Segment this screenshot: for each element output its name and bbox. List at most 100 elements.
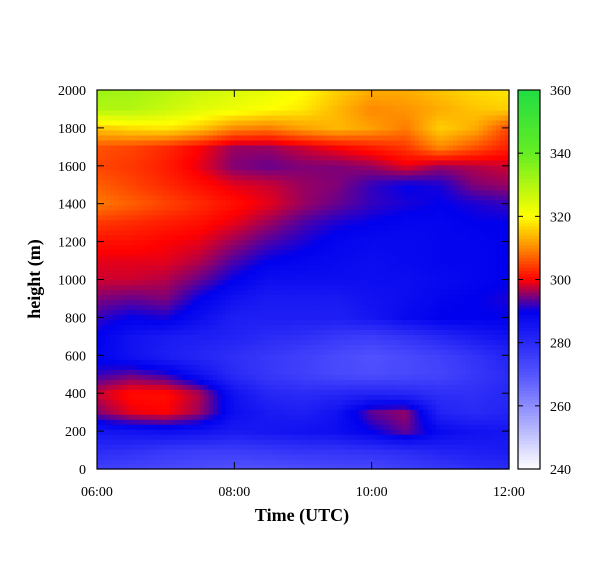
heatmap-cell: [127, 379, 132, 385]
heatmap-cell: [238, 464, 244, 470]
heatmap-cell: [487, 304, 493, 311]
heatmap-cell: [427, 379, 433, 385]
heatmap-cell: [105, 214, 111, 221]
heatmap-cell: [337, 334, 343, 340]
heatmap-cell: [431, 299, 437, 306]
heatmap-cell: [109, 404, 115, 410]
heatmap-cell: [496, 314, 502, 320]
heatmap-cell: [440, 404, 446, 410]
heatmap-cell: [363, 454, 368, 460]
heatmap-cell: [221, 459, 227, 465]
heatmap-cell: [157, 209, 162, 216]
heatmap-cell: [285, 344, 291, 350]
heatmap-cell: [97, 404, 102, 410]
heatmap-cell: [169, 384, 175, 390]
heatmap-cell: [448, 319, 454, 325]
heatmap-cell: [144, 219, 150, 226]
heatmap-cell: [251, 254, 257, 261]
heatmap-cell: [466, 409, 471, 415]
heatmap-cell: [388, 374, 394, 380]
heatmap-cell: [453, 289, 459, 296]
heatmap-cell: [418, 234, 424, 241]
heatmap-cell: [393, 284, 399, 291]
heatmap-cell: [474, 444, 480, 450]
heatmap-cell: [337, 254, 343, 261]
heatmap-cell: [191, 359, 197, 365]
heatmap-cell: [139, 209, 145, 216]
heatmap-cell: [221, 319, 227, 325]
heatmap-cell: [500, 434, 506, 440]
heatmap-cell: [285, 444, 291, 450]
heatmap-cell: [152, 334, 158, 340]
heatmap-cell: [333, 364, 338, 370]
heatmap-cell: [307, 434, 313, 440]
heatmap-cell: [105, 319, 111, 325]
heatmap-cell: [431, 424, 437, 430]
heatmap-cell: [247, 399, 253, 405]
heatmap-cell: [354, 384, 360, 390]
heatmap-cell: [423, 329, 429, 335]
heatmap-cell: [431, 264, 437, 271]
heatmap-cell: [260, 209, 265, 216]
heatmap-cell: [418, 259, 424, 266]
heatmap-cell: [418, 454, 424, 460]
heatmap-cell: [328, 464, 334, 470]
heatmap-cell: [448, 444, 454, 450]
heatmap-cell: [410, 329, 416, 335]
heatmap-cell: [427, 319, 433, 325]
heatmap-cell: [178, 374, 184, 380]
heatmap-cell: [375, 444, 381, 450]
heatmap-cell: [470, 464, 476, 470]
heatmap-cell: [461, 369, 467, 375]
heatmap-cell: [195, 334, 201, 340]
heatmap-cell: [178, 429, 184, 435]
heatmap-cell: [406, 359, 411, 365]
heatmap-cell: [242, 254, 248, 261]
heatmap-cell: [174, 319, 180, 325]
heatmap-cell: [367, 234, 373, 241]
heatmap-cell: [410, 454, 416, 460]
heatmap-cell: [388, 339, 394, 345]
heatmap-cell: [298, 449, 304, 455]
heatmap-cell: [165, 299, 171, 306]
heatmap-cell: [337, 249, 343, 256]
heatmap-cell: [285, 249, 291, 256]
heatmap-cell: [277, 344, 283, 350]
heatmap-cell: [350, 309, 356, 316]
heatmap-cell: [105, 219, 111, 226]
heatmap-cell: [470, 214, 476, 221]
heatmap-cell: [122, 294, 128, 301]
heatmap-cell: [410, 224, 416, 231]
heatmap-cell: [427, 399, 433, 405]
heatmap-cell: [298, 284, 304, 291]
heatmap-cell: [255, 224, 261, 231]
heatmap-cell: [195, 309, 201, 316]
heatmap-cell: [187, 324, 193, 330]
heatmap-cell: [354, 409, 360, 415]
heatmap-cell: [478, 449, 484, 455]
heatmap-cell: [157, 304, 162, 311]
heatmap-cell: [406, 269, 411, 276]
heatmap-cell: [410, 394, 416, 400]
heatmap-cell: [281, 424, 287, 430]
heatmap-cell: [268, 224, 274, 231]
heatmap-cell: [461, 389, 467, 395]
heatmap-cell: [380, 404, 386, 410]
heatmap-cell: [268, 359, 274, 365]
heatmap-cell: [174, 404, 180, 410]
heatmap-cell: [423, 294, 429, 301]
heatmap-cell: [333, 419, 338, 425]
heatmap-cell: [127, 349, 132, 355]
heatmap-cell: [487, 429, 493, 435]
heatmap-cell: [401, 459, 407, 465]
heatmap-cell: [122, 369, 128, 375]
heatmap-cell: [187, 354, 193, 360]
heatmap-cell: [427, 434, 433, 440]
heatmap-cell: [354, 424, 360, 430]
heatmap-cell: [423, 409, 429, 415]
heatmap-cell: [363, 234, 368, 241]
heatmap-cell: [212, 294, 218, 301]
heatmap-cell: [157, 249, 162, 256]
heatmap-cell: [418, 329, 424, 335]
